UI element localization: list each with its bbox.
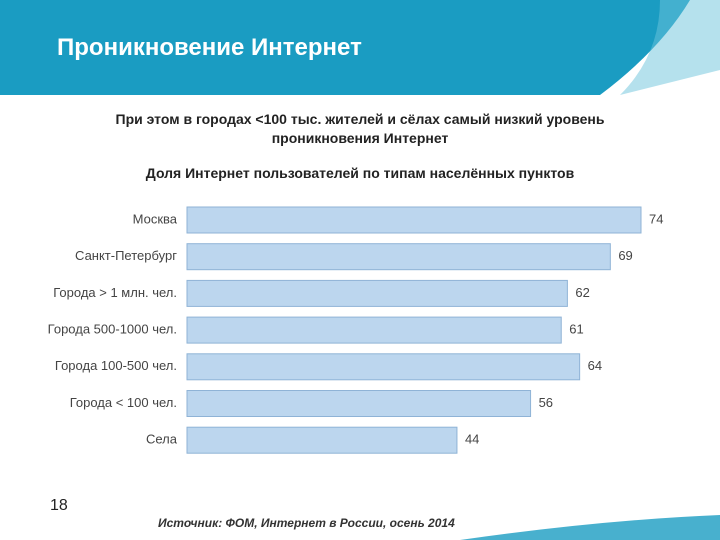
value-label: 69 (618, 248, 632, 263)
bar (186, 353, 581, 381)
category-label: Города 500-1000 чел. (48, 322, 177, 337)
bar (186, 279, 568, 307)
bar (186, 426, 458, 454)
bar (186, 206, 642, 234)
value-label: 64 (588, 358, 602, 373)
category-label: Села (146, 432, 178, 447)
category-label: Санкт-Петербург (75, 248, 177, 263)
header-band (0, 0, 690, 95)
footer-band (460, 515, 720, 540)
category-label: Москва (133, 211, 178, 226)
category-label: Города 100-500 чел. (55, 358, 177, 373)
category-label: Города < 100 чел. (70, 395, 177, 410)
bar (186, 243, 611, 271)
source: Источник: ФОМ, Интернет в России, осень … (158, 516, 455, 530)
value-label: 62 (575, 285, 589, 300)
value-label: 44 (465, 432, 479, 447)
value-label: 56 (539, 395, 553, 410)
slide-title: Проникновение Интернет (57, 34, 362, 61)
value-label: 61 (569, 322, 583, 337)
header-accent (620, 0, 720, 95)
chart-title: Доля Интернет пользователей по типам нас… (145, 165, 575, 181)
bar (186, 390, 532, 417)
value-label: 74 (649, 211, 663, 226)
chart-subtitle: При этом в городах <100 тыс. жителей и с… (115, 111, 605, 146)
bar (186, 316, 562, 344)
page-number: 18 (50, 497, 68, 514)
category-label: Города > 1 млн. чел. (53, 285, 177, 300)
